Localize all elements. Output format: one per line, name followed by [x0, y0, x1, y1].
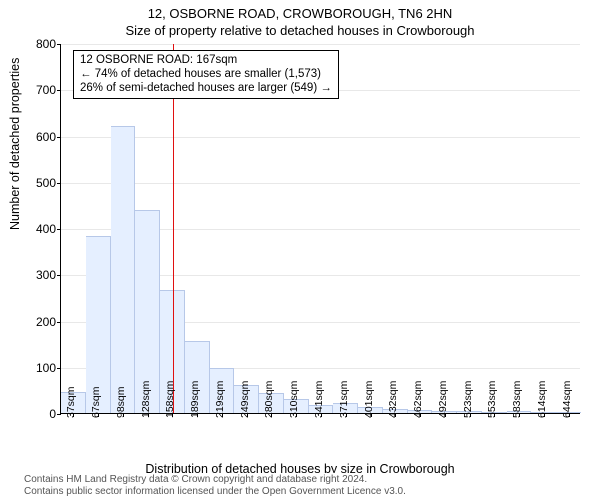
x-tick-label: 341sqm: [313, 381, 325, 418]
attribution-footer: Contains HM Land Registry data © Crown c…: [20, 473, 410, 498]
y-tick-label: 700: [16, 83, 56, 97]
plot-area: 12 OSBORNE ROAD: 167sqm ← 74% of detache…: [60, 44, 580, 414]
annotation-line3: 26% of semi-detached houses are larger (…: [80, 82, 332, 96]
x-tick-label: 158sqm: [164, 381, 176, 418]
x-tick-label: 128sqm: [140, 381, 152, 418]
x-tick-label: 523sqm: [462, 381, 474, 418]
x-tick-label: 644sqm: [561, 381, 573, 418]
x-tick-label: 492sqm: [437, 381, 449, 418]
footer-line2: Contains public sector information licen…: [24, 486, 406, 498]
x-tick-label: 371sqm: [338, 381, 350, 418]
x-tick-label: 249sqm: [239, 381, 251, 418]
x-tick-label: 189sqm: [189, 381, 201, 418]
x-tick-label: 310sqm: [288, 381, 300, 418]
annotation-line1: 12 OSBORNE ROAD: 167sqm: [80, 54, 332, 68]
x-tick-label: 583sqm: [511, 381, 523, 418]
x-tick-label: 67sqm: [90, 386, 102, 418]
y-tick-label: 300: [16, 268, 56, 282]
y-tick-mark: [57, 368, 61, 369]
y-tick-mark: [57, 137, 61, 138]
y-tick-label: 100: [16, 361, 56, 375]
y-tick-mark: [57, 414, 61, 415]
y-tick-label: 800: [16, 37, 56, 51]
y-tick-label: 200: [16, 315, 56, 329]
y-tick-mark: [57, 44, 61, 45]
x-tick-label: 219sqm: [214, 381, 226, 418]
footer-line1: Contains HM Land Registry data © Crown c…: [24, 474, 406, 486]
chart-title: 12, OSBORNE ROAD, CROWBOROUGH, TN6 2HN: [0, 0, 600, 21]
y-tick-mark: [57, 90, 61, 91]
x-tick-label: 98sqm: [115, 386, 127, 418]
bar: [111, 126, 136, 413]
y-tick-label: 400: [16, 222, 56, 236]
x-tick-label: 462sqm: [412, 381, 424, 418]
gridline: [61, 183, 580, 184]
y-tick-mark: [57, 183, 61, 184]
x-tick-label: 37sqm: [65, 386, 77, 418]
annotation-line2: ← 74% of detached houses are smaller (1,…: [80, 68, 332, 82]
y-tick-label: 600: [16, 130, 56, 144]
x-tick-label: 614sqm: [536, 381, 548, 418]
chart-subtitle: Size of property relative to detached ho…: [0, 21, 600, 38]
y-tick-mark: [57, 229, 61, 230]
x-tick-label: 280sqm: [263, 381, 275, 418]
x-tick-label: 553sqm: [486, 381, 498, 418]
y-tick-label: 0: [16, 407, 56, 421]
y-tick-mark: [57, 322, 61, 323]
x-tick-label: 401sqm: [363, 381, 375, 418]
annotation-box: 12 OSBORNE ROAD: 167sqm ← 74% of detache…: [73, 50, 339, 99]
y-tick-mark: [57, 275, 61, 276]
gridline: [61, 137, 580, 138]
gridline: [61, 44, 580, 45]
x-tick-label: 432sqm: [387, 381, 399, 418]
chart-container: 12, OSBORNE ROAD, CROWBOROUGH, TN6 2HN S…: [0, 0, 600, 500]
y-tick-label: 500: [16, 176, 56, 190]
